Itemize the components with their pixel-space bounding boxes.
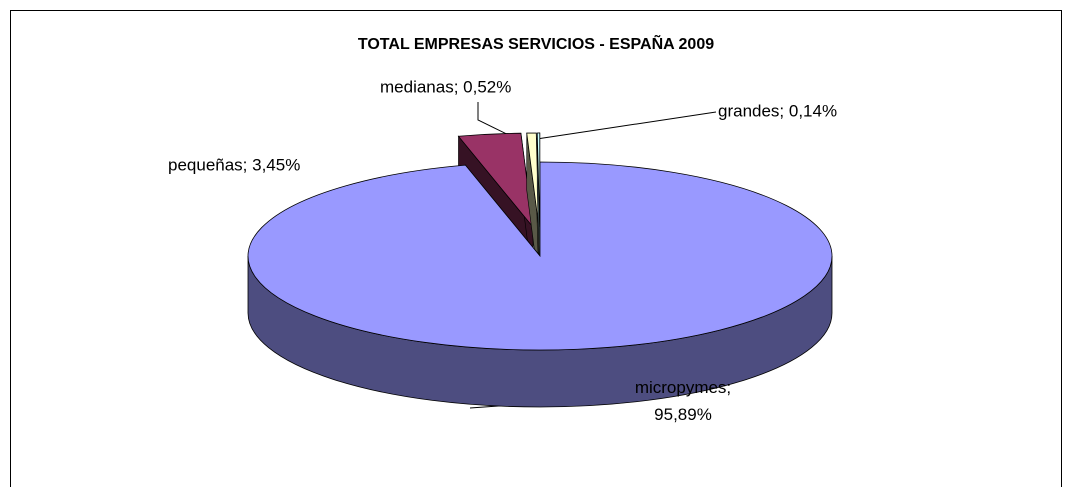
data-label: micropymes; 95,89%	[635, 378, 731, 424]
data-label: grandes; 0,14%	[718, 101, 837, 120]
slice	[457, 132, 534, 229]
data-label: pequeñas; 3,45%	[168, 155, 300, 174]
slice	[536, 132, 541, 227]
data-label: medianas; 0,52%	[380, 77, 511, 96]
slice	[247, 161, 833, 351]
chart-title: TOTAL EMPRESAS SERVICIOS - ESPAÑA 2009	[358, 33, 714, 53]
slice	[247, 161, 833, 408]
leader-line	[529, 111, 717, 141]
slice	[526, 132, 540, 228]
